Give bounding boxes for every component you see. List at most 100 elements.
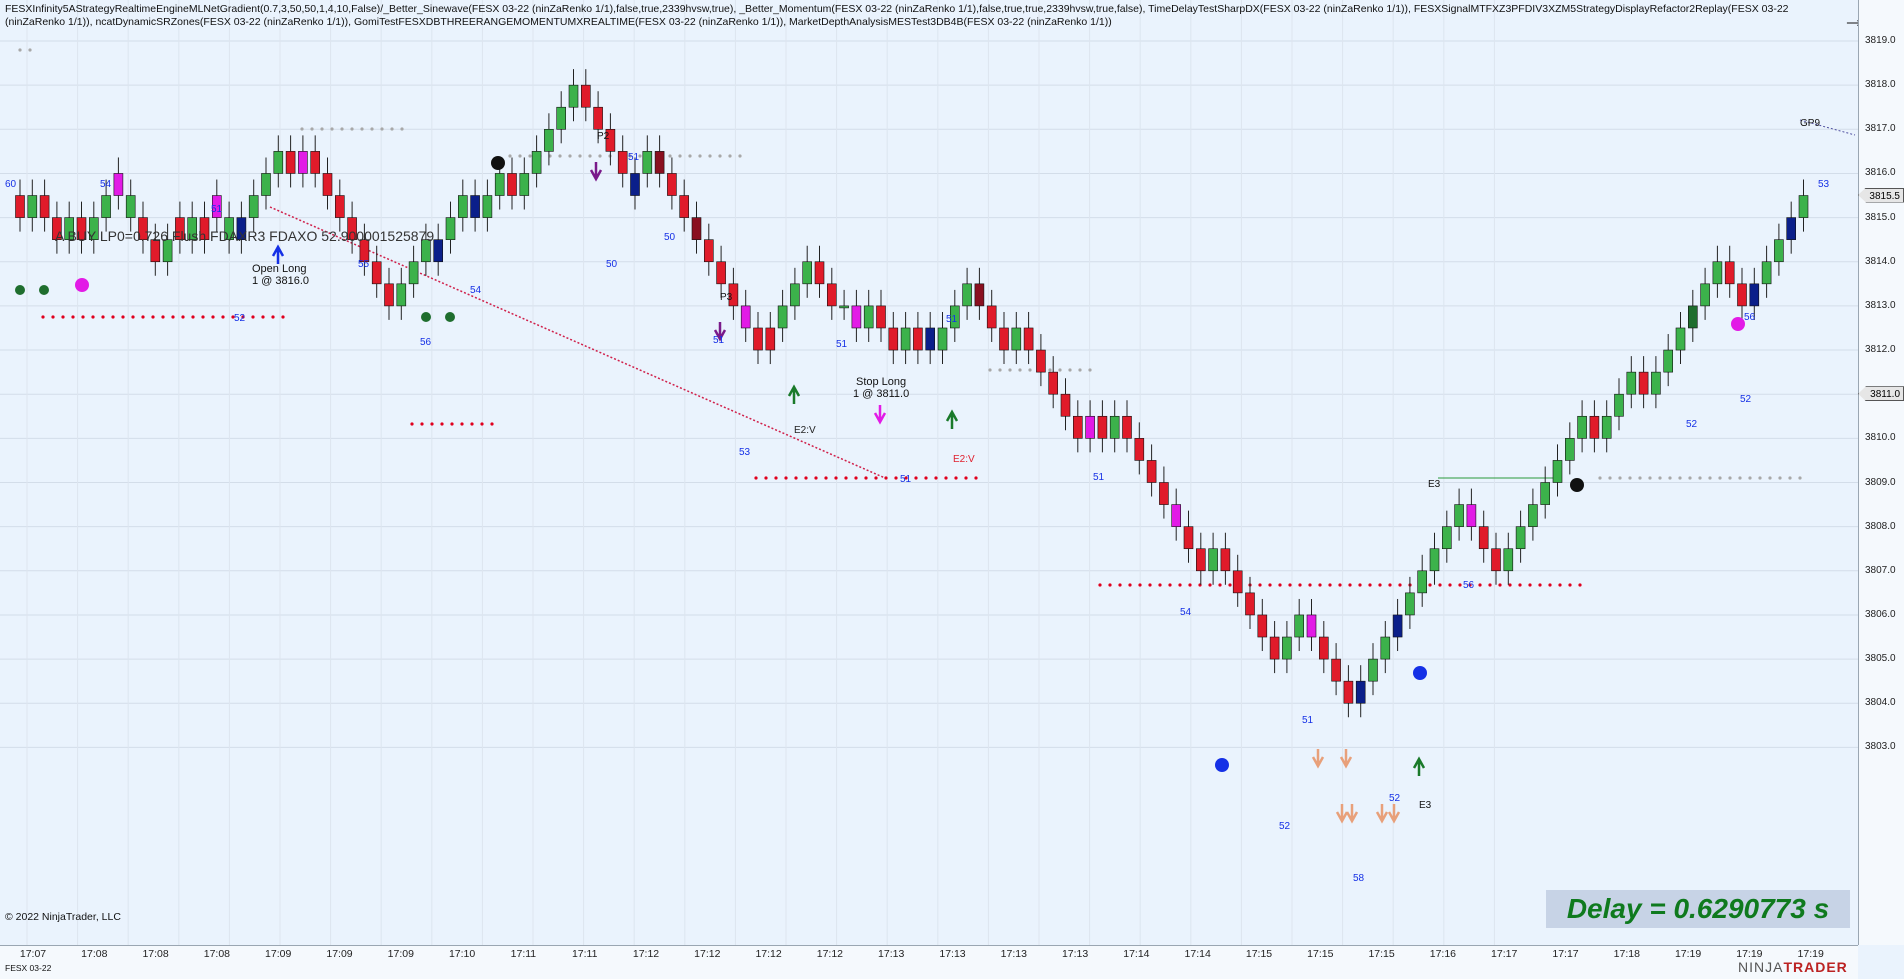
chart-annotation: E3 (1428, 479, 1441, 490)
time-tick-label: 17:09 (265, 948, 292, 960)
candle-body (1417, 570, 1427, 594)
resistance-dots (111, 315, 115, 319)
price-tick-label: 3810.0 (1865, 432, 1896, 444)
candle-body (753, 327, 763, 351)
candle-body (802, 261, 813, 285)
gray-dots (300, 127, 304, 131)
candle-body (531, 151, 542, 174)
resistance-dots (1308, 583, 1312, 587)
gray-dots (1748, 476, 1752, 480)
time-tick-label: 17:09 (387, 948, 414, 960)
time-tick-label: 17:14 (1123, 948, 1150, 960)
gray-dots (558, 154, 562, 158)
signal-arrow (271, 244, 285, 264)
time-tick-label: 17:12 (816, 948, 844, 960)
candle-body (52, 217, 62, 240)
resistance-dots (151, 315, 155, 319)
gray-dots (380, 127, 384, 131)
candle-body (691, 217, 702, 240)
candle-body (384, 283, 394, 307)
price-axis[interactable]: 3819.0 3818.0 3817.0 3816.0 3815.0 3814.0 3813… (1858, 0, 1904, 945)
resistance-dots (420, 422, 424, 426)
signal-arrow (1375, 804, 1389, 824)
candle-body (568, 84, 579, 108)
gray-dots (988, 368, 992, 372)
gray-dots (588, 154, 592, 158)
resistance-dots (834, 476, 838, 480)
gray-dots (320, 127, 324, 131)
time-tick-label: 17:10 (448, 948, 476, 960)
gray-dots (340, 127, 344, 131)
candle-body (1085, 415, 1095, 439)
gray-dots (1798, 476, 1802, 480)
time-tick-label: 17:11 (571, 948, 598, 960)
price-tick-label: 3812.0 (1865, 344, 1896, 356)
candle-body (544, 129, 554, 152)
candle-body (765, 327, 776, 351)
candle-body (1282, 636, 1292, 660)
candle-body (1601, 415, 1612, 439)
resistance-dots (1498, 583, 1502, 587)
candle-body (1183, 526, 1194, 550)
candle-body (1503, 548, 1514, 572)
gray-dots (1598, 476, 1602, 480)
resistance-dots (480, 422, 484, 426)
time-tick-label: 17:15 (1307, 948, 1334, 960)
resistance-dots (91, 315, 95, 319)
gray-dots (400, 127, 404, 131)
gray-dots (638, 154, 642, 158)
candle-body (1626, 371, 1637, 395)
candle-body (1405, 592, 1415, 616)
candle-body (1589, 415, 1600, 439)
resistance-dots (1268, 583, 1272, 587)
candle-body (1073, 415, 1083, 439)
resistance-dots (141, 315, 145, 319)
resistance-dots (1468, 583, 1472, 587)
info-overlay-text: A BUY LP0=0.726 Flush FDAXR3 FDAXO 52.90… (55, 228, 434, 244)
time-axis[interactable]: 17:07 17:08 17:08 17:08 17:09 17:09 17:09 17:10… (0, 945, 1858, 979)
candle-body (113, 173, 124, 196)
gray-dots (998, 368, 1002, 372)
candle-body (457, 195, 468, 218)
candle-body (101, 195, 111, 218)
candle-body (445, 217, 456, 240)
resistance-dots (1448, 583, 1452, 587)
resistance-dots (1328, 583, 1332, 587)
candle-body (974, 283, 985, 307)
resistance-dots (121, 315, 125, 319)
candle-body (408, 261, 419, 285)
chart-annotation: 51 (900, 474, 912, 485)
resistance-dots (764, 476, 768, 480)
resistance-dots (41, 315, 45, 319)
resistance-dots (854, 476, 858, 480)
candle-body (371, 261, 382, 285)
signal-dot (1570, 478, 1584, 492)
ninjatrader-logo: NINJATRADER (1738, 959, 1848, 975)
resistance-dots (470, 422, 474, 426)
chart-annotation: 52 (234, 313, 246, 324)
signal-dot (491, 156, 505, 170)
chart-annotation: 53 (739, 447, 751, 458)
time-tick-label: 17:08 (203, 948, 231, 960)
resistance-dots (221, 315, 225, 319)
time-tick-label: 17:15 (1368, 948, 1395, 960)
gray-dots (718, 154, 722, 158)
resistance-dots (944, 476, 948, 480)
chart-annotation: 51 (1302, 715, 1314, 726)
resistance-dots (101, 315, 105, 319)
candle-body (1355, 680, 1366, 704)
gray-dots (678, 154, 682, 158)
resistance-dots (784, 476, 788, 480)
resistance-dots (1278, 583, 1282, 587)
chart-annotation: E2:V (794, 425, 816, 436)
brand-suffix: TRADER (1783, 959, 1848, 975)
candle-body (1122, 415, 1132, 439)
resistance-dots (754, 476, 758, 480)
candle-body (1134, 438, 1145, 461)
signal-dot (1731, 317, 1745, 331)
chart-annotation: 53 (1818, 179, 1830, 190)
resistance-dots (1288, 583, 1292, 587)
resistance-dots (1338, 583, 1342, 587)
